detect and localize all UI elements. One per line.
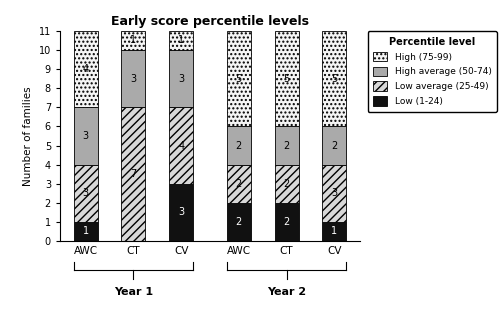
Bar [322, 31, 346, 126]
Bar [74, 107, 98, 165]
Bar [322, 222, 346, 241]
Bar [274, 165, 298, 203]
Text: 3: 3 [332, 188, 338, 198]
Text: 1: 1 [332, 226, 338, 236]
Bar [274, 126, 298, 165]
Bar [226, 126, 250, 165]
Bar [226, 203, 250, 241]
Bar [74, 31, 98, 107]
Bar [226, 165, 250, 203]
Bar [122, 50, 146, 107]
Bar [274, 203, 298, 241]
Bar [170, 184, 194, 241]
Text: Year 1: Year 1 [114, 287, 153, 297]
Text: 2: 2 [284, 179, 290, 189]
Text: 2: 2 [236, 141, 242, 150]
Y-axis label: Number of families: Number of families [23, 86, 33, 186]
Bar [74, 222, 98, 241]
Text: 3: 3 [178, 74, 184, 84]
Text: 5: 5 [332, 74, 338, 84]
Text: 3: 3 [130, 74, 136, 84]
Text: 3: 3 [178, 207, 184, 217]
Bar [274, 31, 298, 126]
Text: 1: 1 [178, 36, 184, 45]
Text: 7: 7 [130, 169, 136, 179]
Bar [170, 50, 194, 107]
Text: 1: 1 [82, 226, 88, 236]
Bar [322, 165, 346, 222]
Text: 4: 4 [82, 64, 88, 74]
Bar [74, 165, 98, 222]
Text: 1: 1 [130, 36, 136, 45]
Text: 2: 2 [332, 141, 338, 150]
Text: 4: 4 [178, 141, 184, 150]
Text: 2: 2 [236, 179, 242, 189]
Text: 5: 5 [236, 74, 242, 84]
Text: 3: 3 [82, 188, 88, 198]
Bar [322, 126, 346, 165]
Bar [122, 107, 146, 241]
Bar [122, 31, 146, 50]
Bar [170, 31, 194, 50]
Text: 2: 2 [236, 217, 242, 227]
Legend: High (75-99), High average (50-74), Low average (25-49), Low (1-24): High (75-99), High average (50-74), Low … [368, 31, 497, 112]
Title: Early score percentile levels: Early score percentile levels [111, 15, 309, 28]
Bar [226, 31, 250, 126]
Text: 3: 3 [82, 131, 88, 141]
Text: Year 2: Year 2 [267, 287, 306, 297]
Text: 2: 2 [284, 217, 290, 227]
Text: 2: 2 [284, 141, 290, 150]
Text: 5: 5 [284, 74, 290, 84]
Bar [170, 107, 194, 184]
